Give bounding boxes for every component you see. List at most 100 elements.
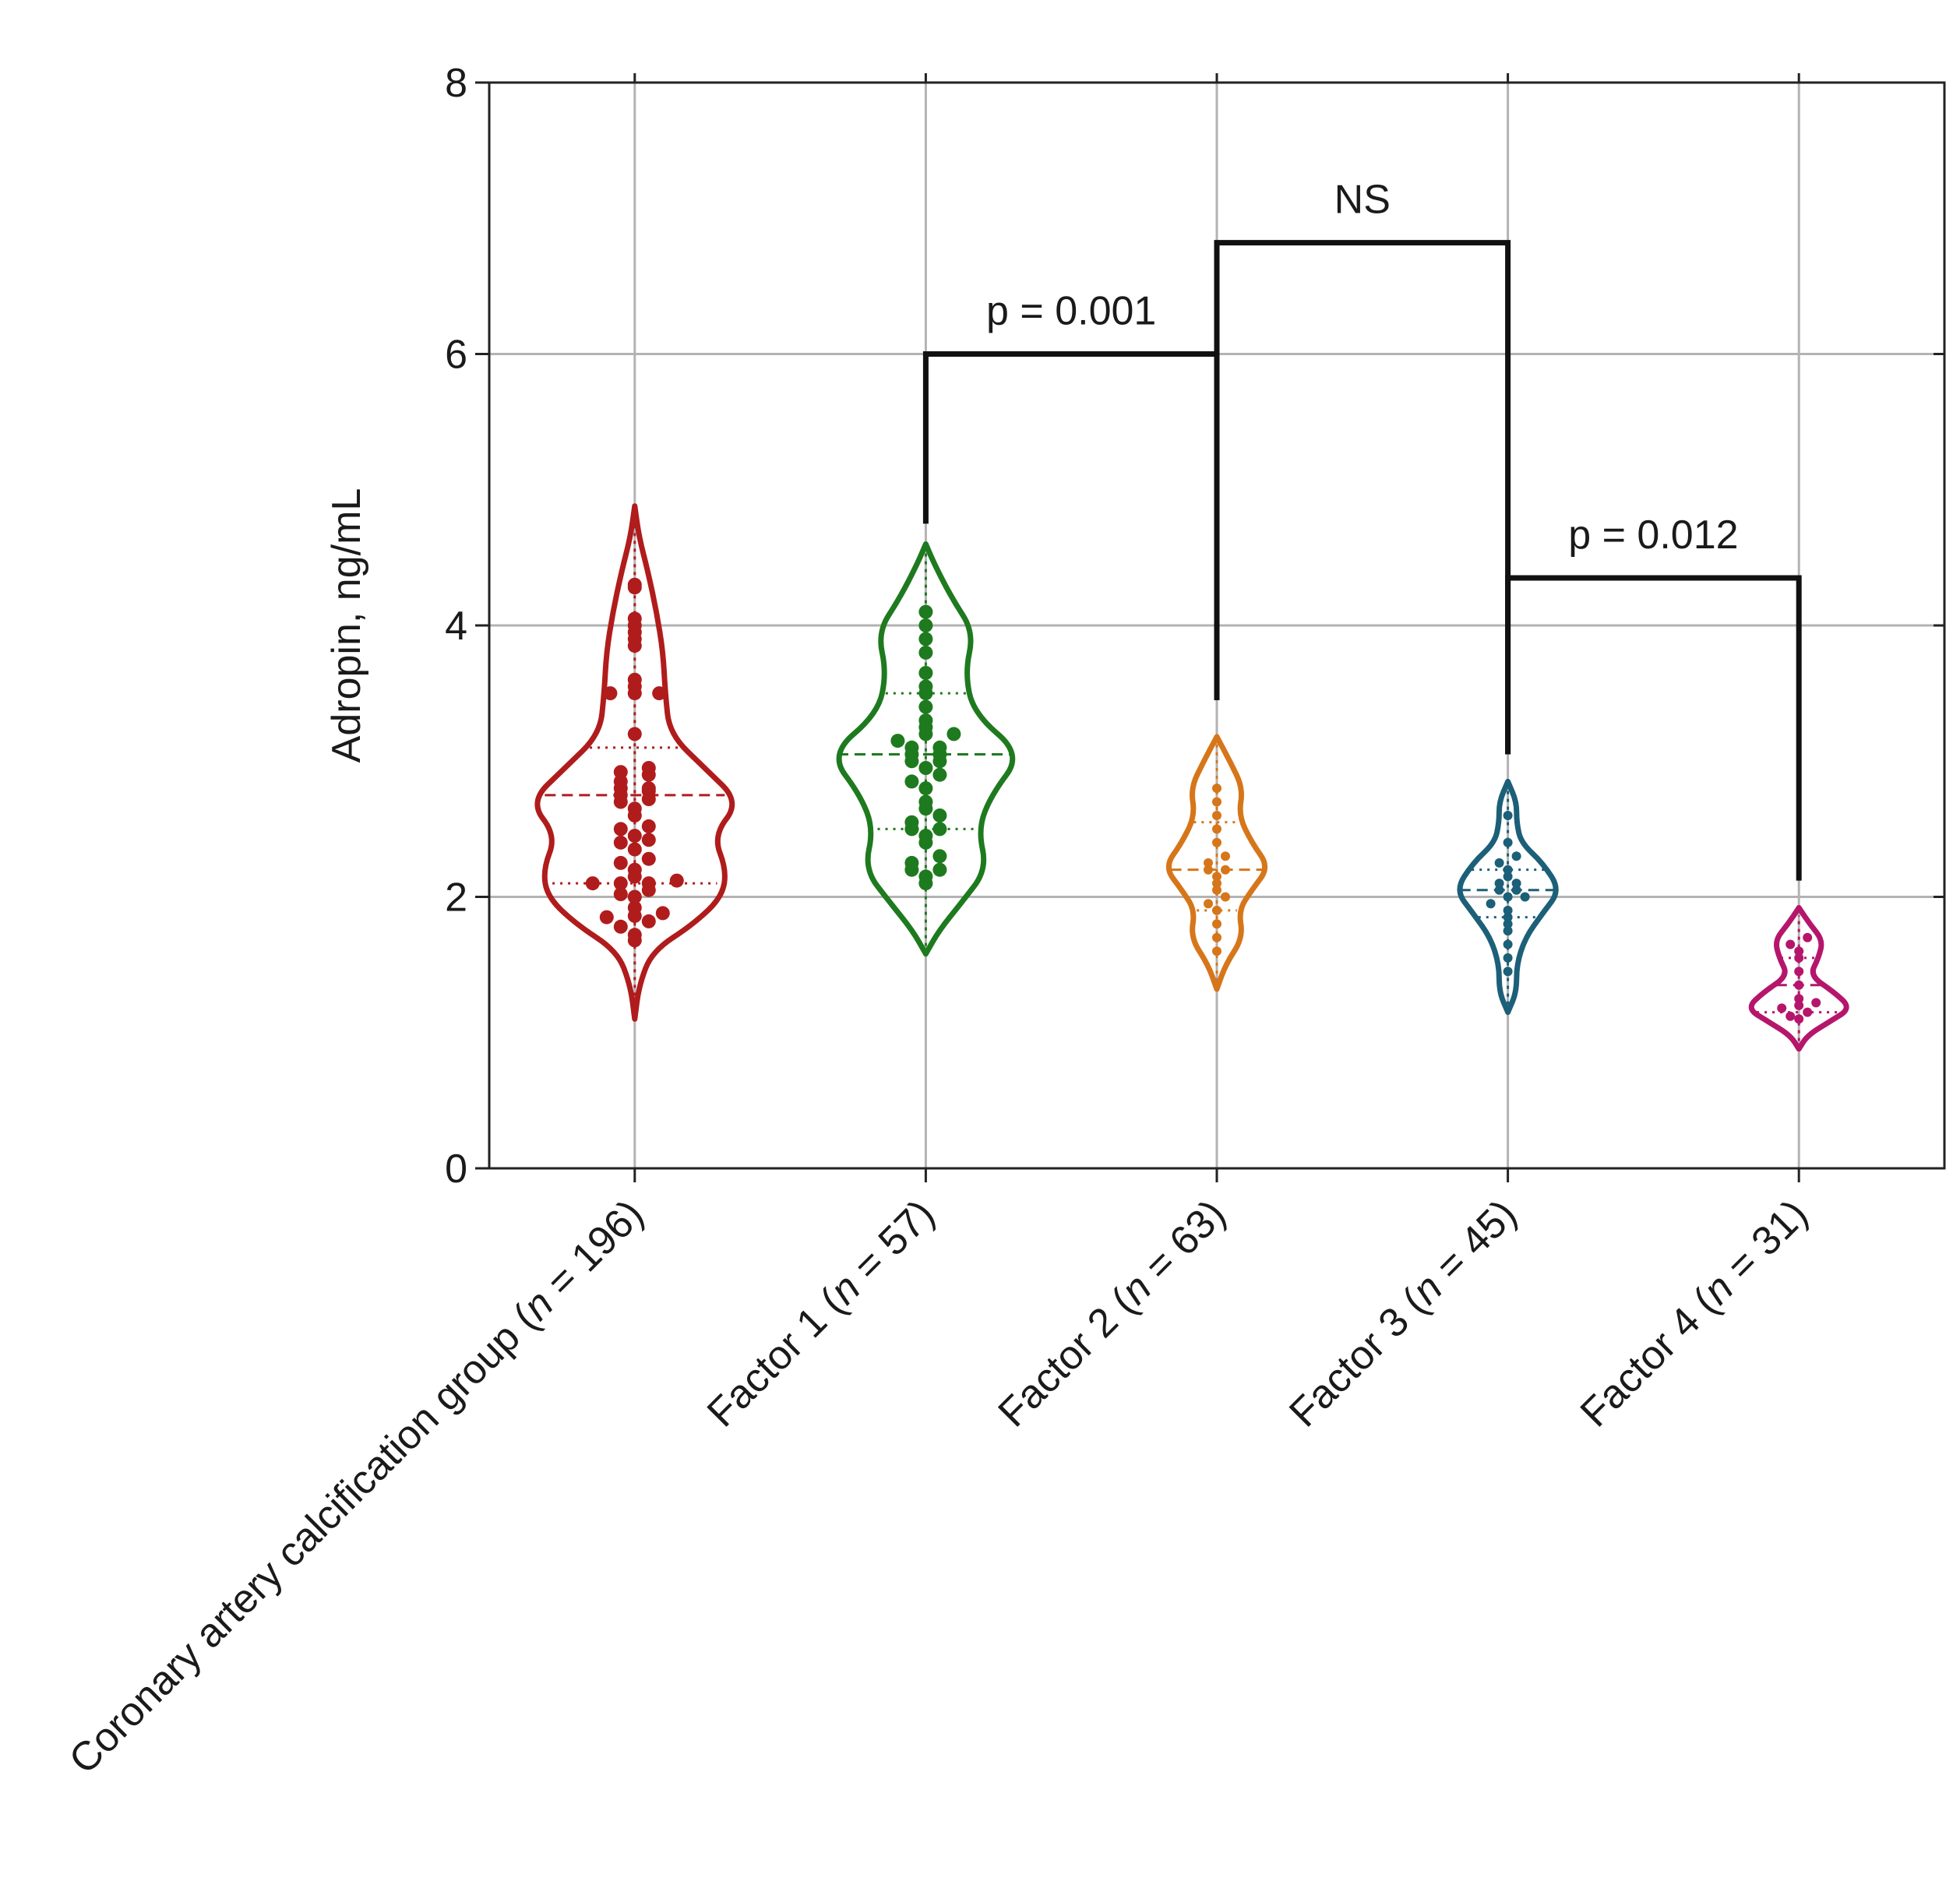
data-point — [1212, 837, 1221, 847]
data-point — [1212, 872, 1221, 882]
data-point — [1794, 1000, 1804, 1010]
data-point — [1503, 953, 1513, 963]
data-point — [932, 849, 947, 864]
data-point — [1794, 1014, 1804, 1024]
data-point — [1803, 932, 1813, 942]
data-point — [1204, 858, 1213, 868]
x-label-prefix: Factor 4 ( — [1572, 1281, 1727, 1436]
data-point — [1503, 811, 1513, 820]
x-axis-labels: Coronary artery calcification group (n =… — [61, 1191, 1817, 1782]
violin-group — [836, 541, 1016, 957]
data-point — [904, 815, 919, 830]
data-point — [918, 679, 933, 694]
data-point — [613, 765, 628, 780]
comparison-bracket — [1505, 575, 1802, 881]
data-point — [918, 869, 933, 884]
data-point — [641, 851, 656, 866]
violin-outline — [534, 503, 735, 1022]
data-point — [904, 774, 919, 789]
data-point — [613, 887, 628, 901]
data-point — [1486, 899, 1496, 909]
data-point — [932, 862, 947, 877]
data-point — [641, 819, 656, 833]
data-point — [1794, 953, 1804, 963]
y-axis-label: Adropin, ng/mL — [324, 488, 369, 763]
data-point — [890, 734, 905, 749]
data-point — [1204, 899, 1213, 909]
data-point — [918, 781, 933, 796]
data-point — [669, 873, 684, 888]
data-point — [1503, 865, 1513, 875]
data-point — [1212, 946, 1221, 956]
x-label-prefix: Coronary artery calcification group ( — [61, 1297, 547, 1783]
data-point — [1803, 1007, 1813, 1017]
y-tick-label: 4 — [445, 604, 467, 649]
data-point — [1212, 879, 1221, 889]
data-point — [1494, 858, 1504, 868]
data-point — [918, 604, 933, 619]
data-point — [918, 618, 933, 632]
x-label-prefix: Factor 2 ( — [990, 1281, 1145, 1436]
data-point — [652, 686, 667, 701]
data-point — [932, 822, 947, 837]
x-label-prefix: Factor 3 ( — [1281, 1281, 1436, 1436]
data-point — [603, 686, 618, 701]
data-point — [627, 577, 642, 592]
data-point — [613, 919, 628, 934]
data-point — [1221, 851, 1230, 861]
data-point — [918, 645, 933, 660]
data-point — [1494, 885, 1504, 895]
data-point — [641, 833, 656, 847]
violin-outline — [1748, 904, 1849, 1052]
violin-group — [1165, 734, 1268, 992]
data-point — [1212, 811, 1221, 820]
data-point — [627, 829, 642, 844]
x-label-prefix: Factor 1 ( — [699, 1281, 854, 1436]
data-point — [627, 801, 642, 816]
data-point — [1786, 939, 1796, 949]
y-tick-label: 6 — [445, 333, 467, 378]
data-point — [918, 713, 933, 727]
data-point — [1212, 824, 1221, 834]
violin-group — [1748, 904, 1849, 1052]
data-point — [655, 906, 670, 921]
violin-outline — [1165, 734, 1268, 992]
data-point — [1503, 926, 1513, 936]
data-point — [904, 740, 919, 755]
data-point — [1494, 879, 1504, 889]
comparison-label: p = 0.012 — [1568, 513, 1738, 558]
data-point — [641, 781, 656, 796]
data-point — [918, 699, 933, 714]
data-point — [1212, 905, 1221, 915]
data-point — [918, 666, 933, 680]
violin-outline — [836, 541, 1016, 957]
data-point — [627, 928, 642, 942]
data-point — [1511, 851, 1521, 861]
data-point — [1503, 837, 1513, 847]
data-point — [627, 900, 642, 915]
data-point — [1777, 1003, 1787, 1013]
data-point — [904, 855, 919, 870]
comparison-label: NS — [1334, 178, 1391, 223]
data-point — [1212, 885, 1221, 895]
data-point — [1204, 865, 1213, 875]
data-point — [1520, 892, 1530, 902]
data-point — [1503, 939, 1513, 949]
significance-brackets: p = 0.001 NS p = 0.012 — [922, 178, 1802, 881]
data-point — [918, 632, 933, 646]
data-point — [932, 767, 947, 782]
data-point — [641, 914, 656, 928]
data-point — [1811, 998, 1821, 1008]
y-tick-label: 8 — [445, 61, 467, 106]
data-point — [918, 761, 933, 775]
data-point — [1794, 994, 1804, 1004]
violin-outline — [1457, 778, 1559, 1016]
data-point — [1221, 892, 1230, 902]
data-point — [932, 808, 947, 822]
data-point — [613, 835, 628, 850]
data-point — [627, 611, 642, 626]
plot-frame — [488, 81, 1946, 1170]
x-tick-label: Factor 1 (n = 57) — [699, 1191, 943, 1435]
data-point — [627, 862, 642, 877]
